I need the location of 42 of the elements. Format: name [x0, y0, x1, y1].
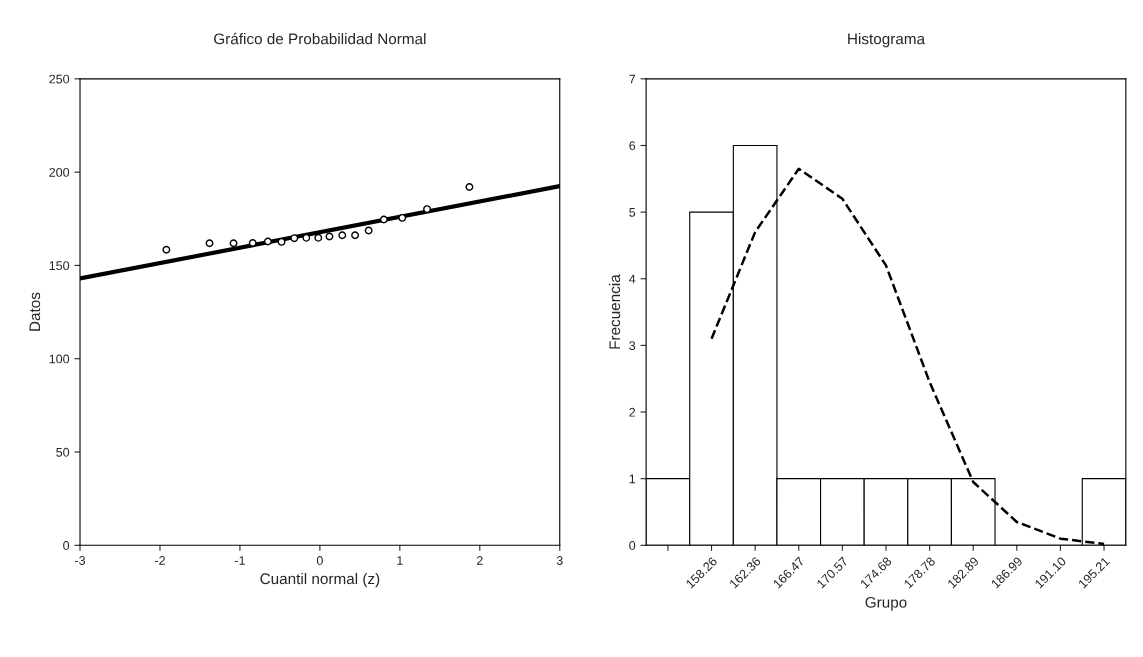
- y-tick-label: 250: [49, 74, 70, 84]
- point: [364, 226, 373, 235]
- point: [162, 245, 171, 254]
- y-tick-label: 7: [629, 74, 636, 84]
- y-tick-label: 0: [629, 541, 636, 550]
- point: [263, 237, 272, 246]
- x-axis-title: Cuantil normal (z): [260, 572, 380, 588]
- point: [398, 213, 407, 222]
- point: [338, 231, 347, 240]
- y-tick-label: 3: [629, 341, 636, 351]
- point: [314, 233, 323, 242]
- point: [379, 215, 388, 224]
- point: [351, 231, 360, 240]
- chart-title: Histograma: [848, 33, 926, 48]
- y-tick-label: 200: [49, 167, 70, 177]
- point: [290, 234, 299, 243]
- x-tick-label: -2: [154, 556, 165, 565]
- y-tick-label: 5: [629, 208, 636, 217]
- y-tick-label: 4: [629, 274, 636, 284]
- x-tick-label: -1: [234, 556, 245, 565]
- chart-title: Gráfico de Probabilidad Normal: [214, 32, 426, 45]
- x-axis-title: Grupo: [865, 596, 907, 611]
- point: [423, 205, 431, 214]
- x-tick-label: -3: [75, 556, 86, 565]
- y-axis-title: Frecuencia: [608, 274, 621, 349]
- y-axis-title: Datos: [29, 292, 41, 331]
- x-tick-label: 1: [397, 556, 403, 565]
- x-tick-label: 0: [316, 556, 323, 565]
- y-tick-label: 0: [63, 541, 70, 550]
- x-tick-label: 2: [476, 556, 483, 565]
- point: [248, 239, 257, 247]
- point: [465, 183, 474, 192]
- point: [205, 239, 214, 248]
- x-tick-label: 3: [556, 556, 563, 565]
- point: [325, 232, 334, 241]
- point: [229, 239, 238, 248]
- y-tick-label: 150: [49, 261, 70, 271]
- y-tick-label: 6: [629, 141, 636, 151]
- y-tick-label: 2: [629, 407, 636, 417]
- y-tick-label: 100: [49, 354, 70, 364]
- y-tick-label: 50: [56, 447, 70, 457]
- y-tick-label: 1: [629, 474, 636, 484]
